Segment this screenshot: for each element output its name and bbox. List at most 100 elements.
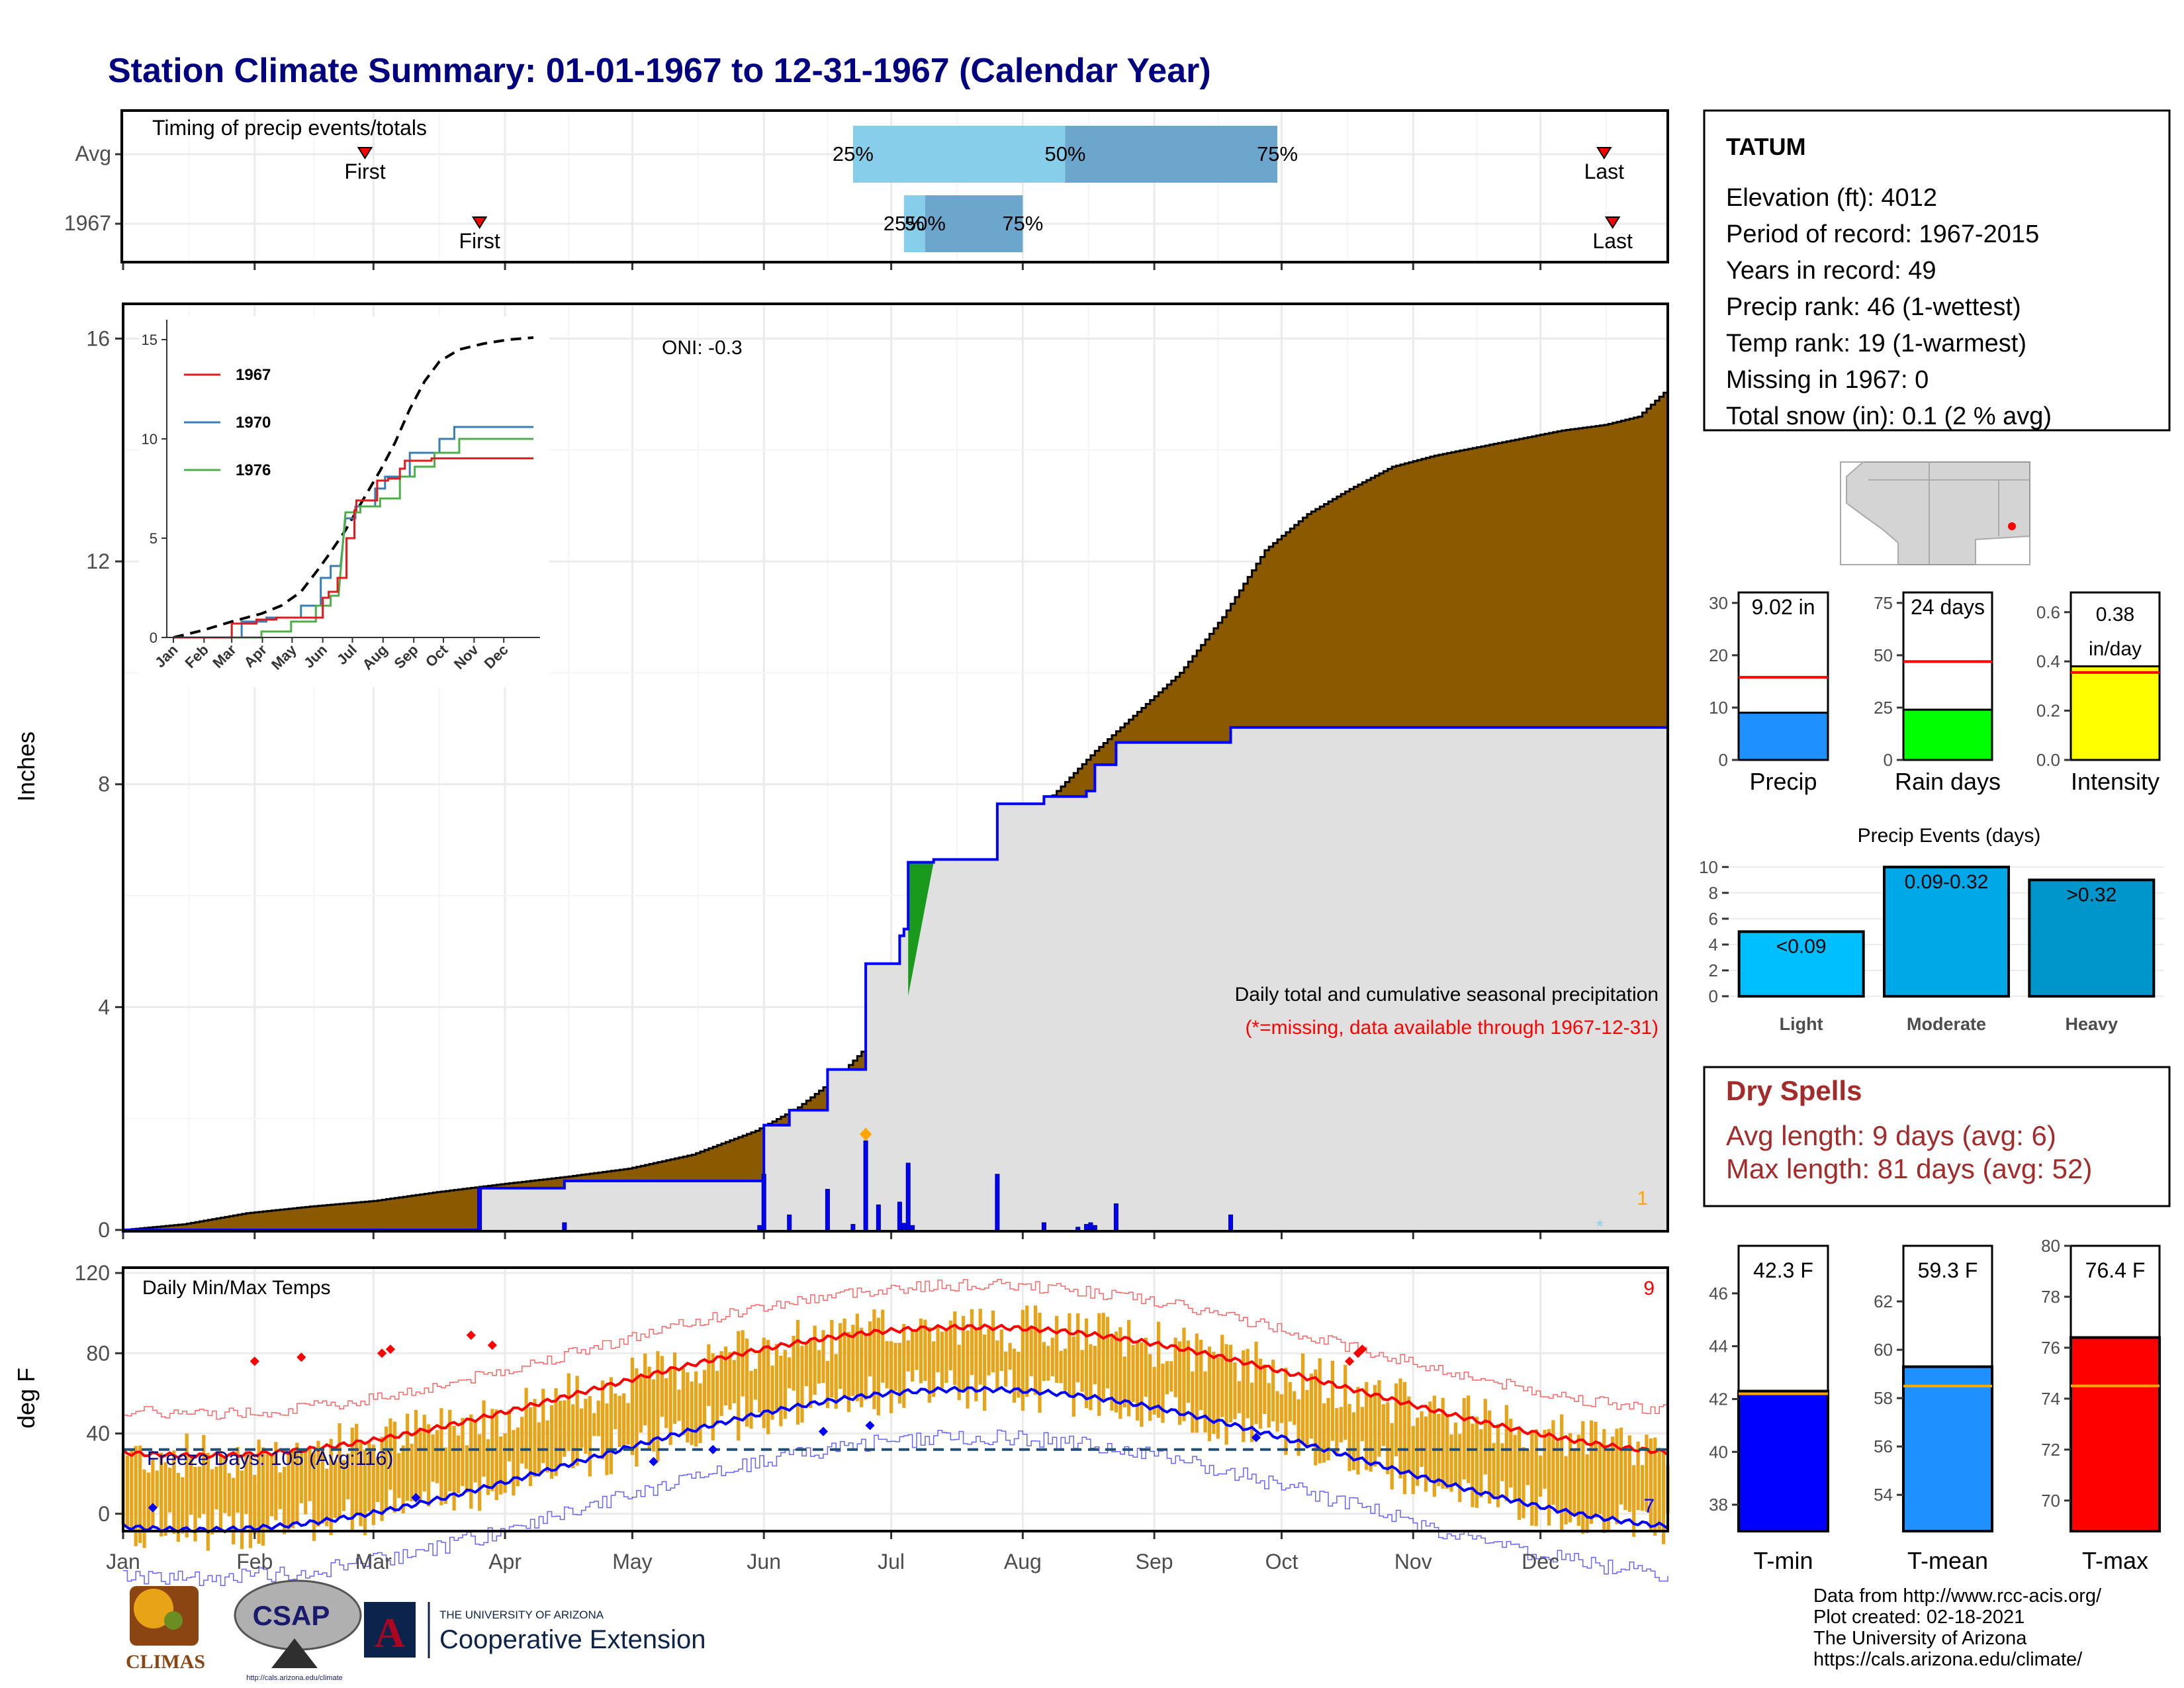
- daily-precip-bar: [863, 1140, 868, 1231]
- daily-temp-bar: [1424, 1416, 1428, 1492]
- daily-temp-bar: [995, 1340, 999, 1389]
- daily-temp-bar: [588, 1395, 592, 1477]
- daily-precip-bar: [910, 1225, 915, 1231]
- daily-temp-bar: [499, 1436, 503, 1495]
- daily-temp-bar: [932, 1341, 936, 1397]
- daily-temp-bar: [1402, 1382, 1407, 1495]
- daily-temp-bar: [953, 1311, 957, 1385]
- daily-temp-bar: [1207, 1346, 1212, 1442]
- daily-temp-bar: [825, 1360, 830, 1409]
- daily-temp-bar: [1216, 1357, 1220, 1439]
- daily-temp-bar: [1309, 1374, 1313, 1439]
- daily-precip-bar: [905, 1162, 911, 1231]
- daily-temp-bar: [223, 1457, 227, 1513]
- daily-precip-bar: [787, 1214, 792, 1231]
- tstat-name: T-mean: [1907, 1547, 1988, 1574]
- daily-temp-bar: [1156, 1321, 1161, 1418]
- daily-temp-bar: [1488, 1410, 1492, 1504]
- daily-temp-bar: [253, 1475, 257, 1534]
- timing-pct-label: 50%: [1044, 142, 1085, 165]
- daily-temp-bar: [868, 1321, 872, 1377]
- daily-temp-bar: [138, 1445, 142, 1543]
- daily-temp-bar: [176, 1473, 180, 1542]
- daily-temp-bar: [1021, 1309, 1024, 1411]
- inset-y-tick-label: 0: [150, 630, 158, 646]
- daily-temp-bar: [473, 1422, 477, 1483]
- daily-temp-bar: [197, 1466, 202, 1519]
- timing-pct-label: 75%: [1002, 212, 1043, 235]
- daily-temp-bar: [1144, 1337, 1148, 1397]
- temp-panel: 0 40 80 120 Jan Feb Mar Apr May Jun Jul Aug Sep Oct No…: [13, 1261, 1670, 1586]
- climas-logo-text: CLIMAS: [126, 1651, 205, 1673]
- daily-temp-bar: [1394, 1383, 1398, 1456]
- observed-cumulative-area: [123, 727, 1668, 1230]
- stat-y-tick-label: 25: [1874, 698, 1893, 718]
- csap-logo: CSAP http://cals.arizona.edu/climate: [234, 1579, 362, 1682]
- record-high-marker: [487, 1340, 497, 1350]
- daily-temp-bar: [1525, 1450, 1530, 1485]
- daily-temp-bar: [851, 1325, 855, 1396]
- daily-temp-bar: [482, 1400, 486, 1477]
- station-name: TATUM: [1726, 133, 1806, 160]
- ua-logo: A THE UNIVERSITY OF ARIZONA Cooperative …: [364, 1602, 705, 1658]
- timing-frame: [120, 109, 1669, 263]
- timing-marker-label: Last: [1592, 229, 1633, 253]
- month-label: Sep: [1136, 1550, 1173, 1573]
- daily-temp-bar: [388, 1418, 392, 1490]
- daily-temp-bar: [418, 1429, 422, 1501]
- timing-marker: [1596, 147, 1612, 160]
- daily-temp-bar: [1373, 1385, 1377, 1467]
- daily-temp-bar: [830, 1319, 834, 1398]
- daily-temp-bar: [974, 1329, 978, 1401]
- map-outside-bottom: [1975, 535, 2030, 565]
- timing-marker: [357, 147, 373, 160]
- temp-y-tick-label: 40: [86, 1422, 110, 1446]
- daily-temp-bar: [957, 1344, 961, 1401]
- daily-temp-bar: [232, 1477, 236, 1544]
- timing-bar-lower: [903, 195, 925, 252]
- daily-temp-bar: [1636, 1441, 1640, 1511]
- daily-temp-bar: [1050, 1337, 1054, 1376]
- normal-max-line: [122, 1323, 1669, 1460]
- events-bar-Moderate: [1883, 865, 2010, 998]
- daily-temp-bar: [278, 1472, 282, 1509]
- daily-temp-bar: [1377, 1380, 1381, 1457]
- timing-row-label: 1967: [64, 211, 111, 235]
- daily-temp-bar: [1347, 1403, 1351, 1472]
- daily-temp-bar: [218, 1451, 223, 1532]
- daily-temp-bar: [189, 1458, 193, 1515]
- temp-y-tick-label: 120: [75, 1261, 110, 1285]
- daily-temp-bar: [545, 1420, 549, 1473]
- daily-temp-bar: [435, 1430, 439, 1483]
- daily-temp-bar: [1063, 1348, 1068, 1391]
- precip-ylabel: Inches: [13, 731, 40, 802]
- inset-y-tick-label: 15: [142, 332, 158, 348]
- inset-legend-label: 1967: [236, 366, 271, 384]
- stat-y-tick-label: 50: [1874, 645, 1893, 665]
- count-bottom: 7: [1643, 1495, 1655, 1517]
- daily-temp-bar: [571, 1404, 575, 1468]
- daily-temp-bar: [1004, 1351, 1008, 1387]
- daily-temp-bar: [1071, 1336, 1075, 1417]
- month-label: Mar: [355, 1550, 392, 1573]
- daily-temp-bar: [227, 1473, 231, 1517]
- daily-temp-bar: [758, 1351, 762, 1413]
- stat-name: Rain days: [1895, 768, 2001, 795]
- tstat-y-tick-label: 76: [2041, 1338, 2060, 1358]
- dry-spells: Dry Spells Avg length: 9 days (avg: 6) M…: [1703, 1066, 2171, 1207]
- daily-temp-bar: [1250, 1382, 1254, 1442]
- timing-pct-label: 75%: [1257, 142, 1298, 165]
- daily-temp-bar: [788, 1357, 792, 1389]
- precip-y-tick-label: 12: [86, 549, 110, 573]
- inset-legend-label: 1976: [236, 461, 271, 479]
- daily-temp-bar: [1581, 1421, 1585, 1534]
- events-bar-label: 0.09-0.32: [1905, 871, 1989, 893]
- daily-temp-bar: [1314, 1369, 1318, 1466]
- events-y-tick-label: 4: [1709, 935, 1718, 955]
- daily-temp-bar: [1420, 1411, 1424, 1467]
- corner-count: 1: [1637, 1188, 1648, 1209]
- daily-temp-bar: [261, 1447, 265, 1546]
- inset-y-tick-label: 5: [150, 530, 158, 547]
- daily-temp-bar: [1127, 1320, 1131, 1417]
- daily-temp-bar: [1653, 1437, 1657, 1536]
